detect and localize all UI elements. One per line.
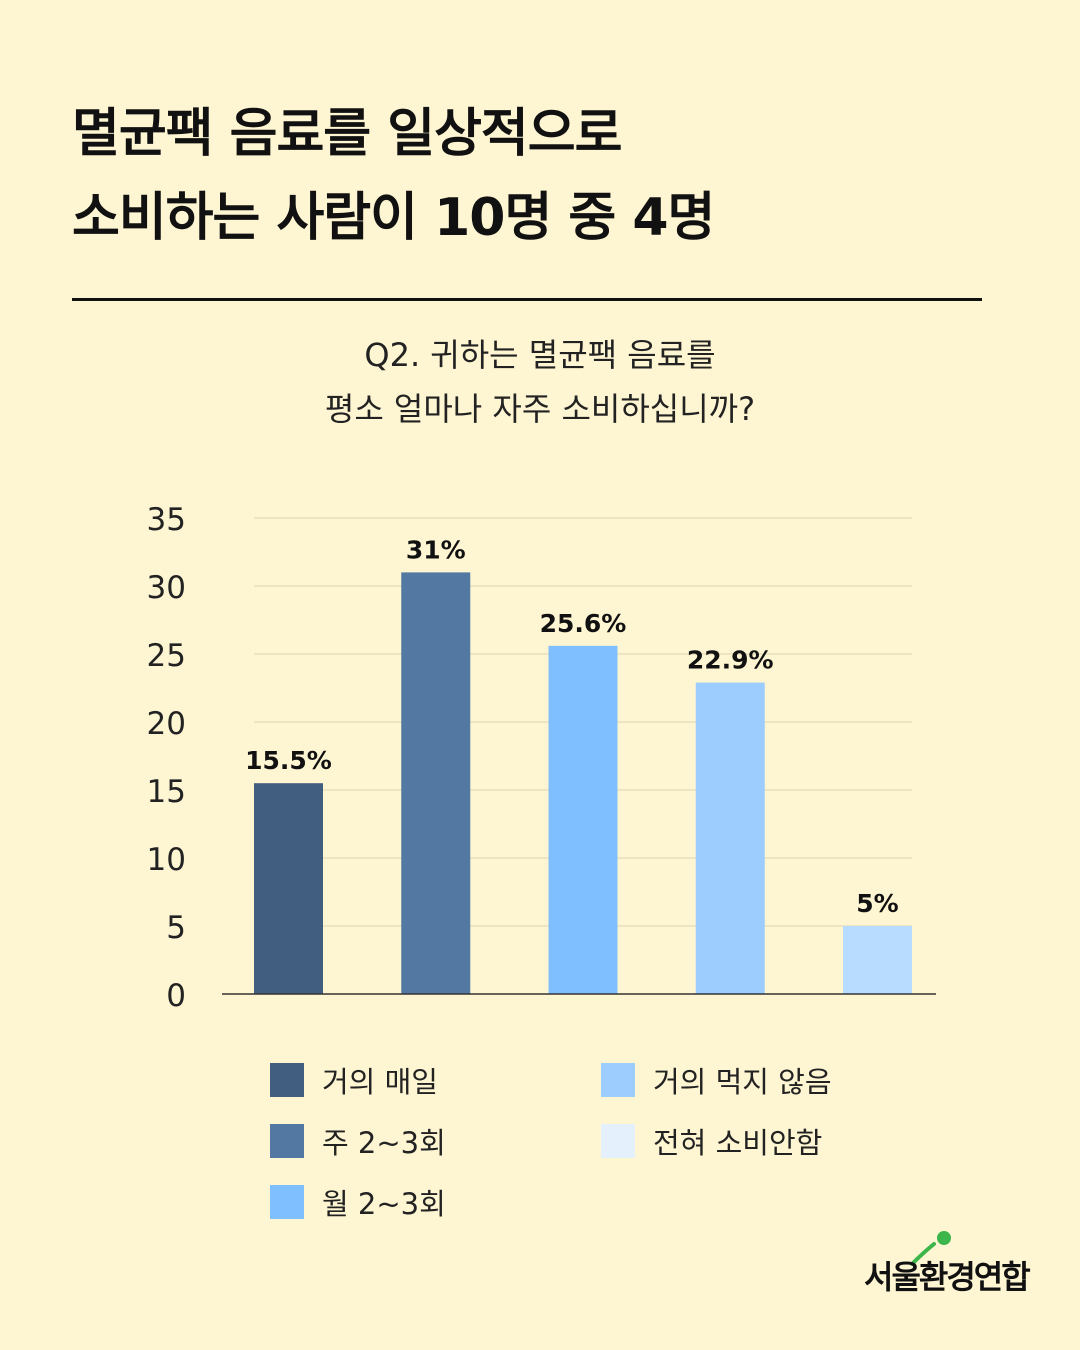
sprout-stem-icon: [910, 1242, 936, 1266]
headline: 멸균팩 음료를 일상적으로 소비하는 사람이 10명 중 4명: [72, 92, 715, 260]
legend-label-rarely: 거의 먹지 않음: [653, 1065, 832, 1099]
legend-swatch-monthly: [270, 1185, 304, 1219]
data-label-5: 5%: [856, 889, 898, 918]
legend-label-monthly: 월 2~3회: [322, 1187, 446, 1221]
question-line-1: Q2. 귀하는 멸균팩 음료를: [364, 336, 716, 374]
leaf-sprout-icon: [910, 1231, 951, 1266]
legend-label-daily: 거의 매일: [322, 1065, 438, 1099]
legend-item-rarely: 거의 먹지 않음: [601, 1058, 832, 1102]
sprout-dot-icon: [937, 1231, 951, 1245]
bar-4: [695, 682, 765, 994]
y-tick-label-20: 20: [147, 706, 186, 742]
chart-legend: 거의 매일 주 2~3회 월 2~3회 거의 먹지 않음 전혀 소비안함: [0, 1058, 1080, 1238]
y-tick-label-15: 15: [147, 774, 186, 810]
legend-label-never: 전혀 소비안함: [653, 1126, 823, 1160]
organization-logo: 서울환경연합: [864, 1222, 1031, 1302]
divider: [72, 298, 982, 301]
legend-swatch-weekly: [270, 1124, 304, 1158]
bar-1: [254, 783, 323, 994]
y-tick-label-5: 5: [166, 910, 186, 946]
bar-2: [401, 572, 471, 994]
data-label-2: 31%: [406, 535, 466, 564]
question-line-2: 평소 얼마나 자주 소비하십니까?: [324, 390, 756, 428]
y-tick-label-35: 35: [147, 502, 186, 538]
legend-item-weekly: 주 2~3회: [270, 1119, 446, 1163]
legend-swatch-rarely: [601, 1063, 635, 1097]
logo-text: 서울환경연합: [864, 1258, 1031, 1296]
y-tick-label-10: 10: [147, 842, 186, 878]
legend-swatch-never: [601, 1124, 635, 1158]
bar-chart: 0 5 10 15 20 25 30 35 15.5% 31% 25.6% 22.9% 5%: [147, 502, 936, 1014]
y-tick-label-30: 30: [147, 570, 186, 606]
legend-label-weekly: 주 2~3회: [322, 1126, 446, 1160]
survey-question: Q2. 귀하는 멸균팩 음료를 평소 얼마나 자주 소비하십니까?: [0, 328, 1080, 436]
y-tick-label-25: 25: [147, 638, 186, 674]
legend-item-daily: 거의 매일: [270, 1058, 438, 1102]
bar-5: [843, 926, 912, 994]
legend-swatch-daily: [270, 1063, 304, 1097]
y-tick-label-0: 0: [166, 978, 186, 1014]
legend-item-monthly: 월 2~3회: [270, 1180, 446, 1224]
bar-3: [548, 645, 618, 994]
legend-item-never: 전혀 소비안함: [601, 1119, 822, 1163]
data-label-1: 15.5%: [245, 746, 332, 775]
headline-line-2: 소비하는 사람이 10명 중 4명: [72, 188, 715, 248]
data-label-3: 25.6%: [540, 609, 627, 638]
data-label-4: 22.9%: [687, 646, 774, 675]
headline-line-1: 멸균팩 음료를 일상적으로: [72, 104, 622, 164]
